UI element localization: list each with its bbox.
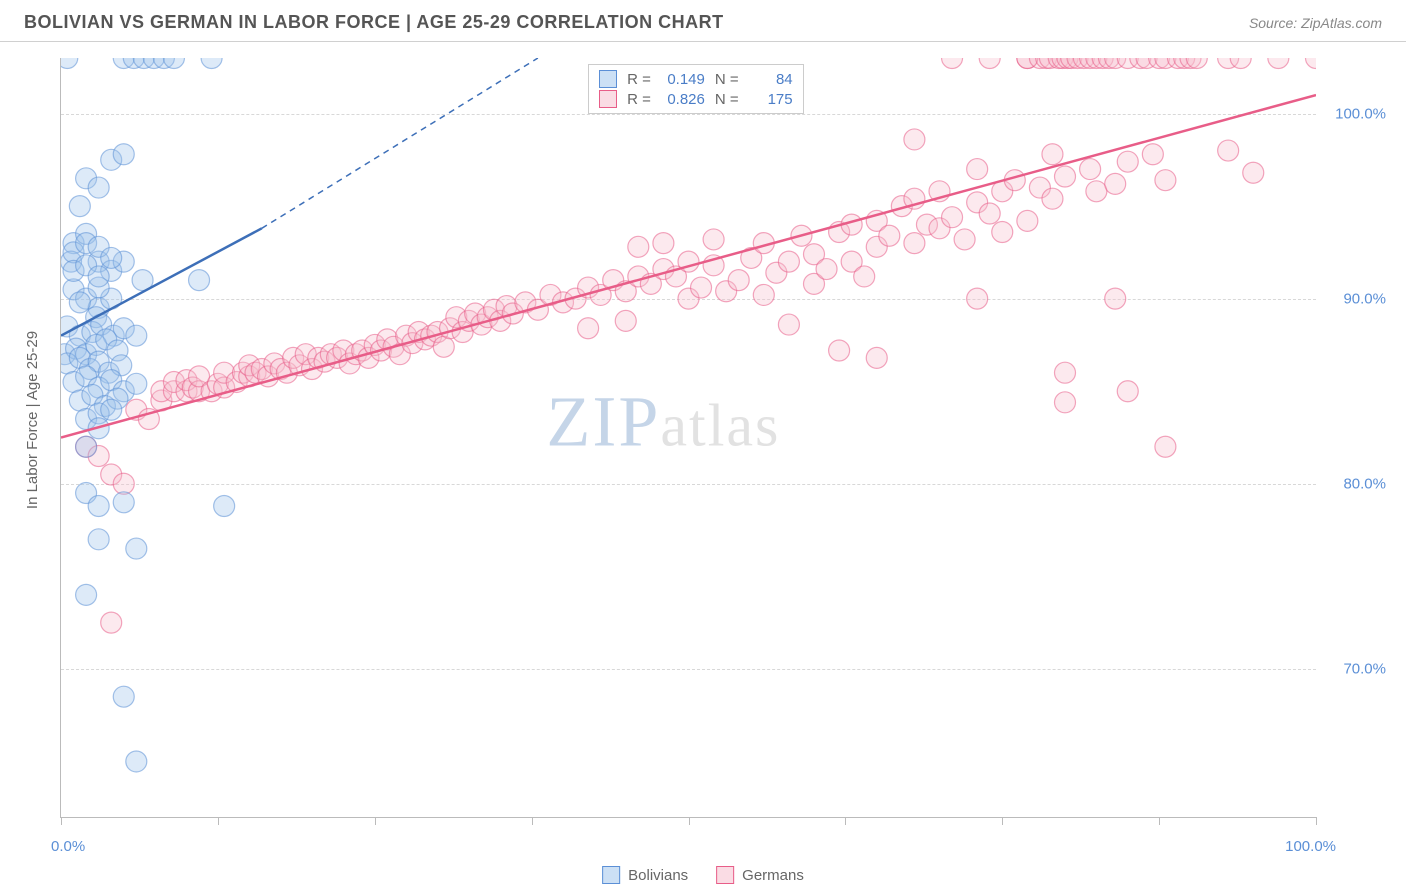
x-tick (845, 817, 846, 825)
chart-area: ZIPatlas R = 0.149 N = 84 R = 0.826 N = … (60, 58, 1316, 818)
chart-title: BOLIVIAN VS GERMAN IN LABOR FORCE | AGE … (24, 12, 724, 33)
x-tick (532, 817, 533, 825)
x-tick (218, 817, 219, 825)
r-value: 0.826 (657, 91, 705, 108)
legend-item-germans: Germans (716, 866, 804, 884)
x-tick (1002, 817, 1003, 825)
legend-label: Germans (742, 867, 804, 884)
x-tick (689, 817, 690, 825)
x-axis-max-label: 100.0% (1285, 838, 1336, 855)
y-tick-label: 90.0% (1343, 290, 1386, 307)
y-axis-title: In Labor Force | Age 25-29 (24, 331, 41, 509)
y-tick-label: 100.0% (1335, 105, 1386, 122)
r-label: R = (627, 91, 651, 108)
x-tick (375, 817, 376, 825)
source-label: Source: ZipAtlas.com (1249, 15, 1382, 31)
x-axis-min-label: 0.0% (51, 838, 85, 855)
n-value: 84 (745, 71, 793, 88)
scatter-plot-svg (61, 58, 1316, 817)
r-label: R = (627, 71, 651, 88)
x-tick (61, 817, 62, 825)
legend-label: Bolivians (628, 867, 688, 884)
legend-stats: R = 0.149 N = 84 R = 0.826 N = 175 (588, 64, 804, 114)
x-tick (1159, 817, 1160, 825)
legend-item-bolivians: Bolivians (602, 866, 688, 884)
legend-swatch-germans (716, 866, 734, 884)
n-label: N = (715, 91, 739, 108)
legend-swatch-germans (599, 90, 617, 108)
n-label: N = (715, 71, 739, 88)
legend-categories: Bolivians Germans (602, 866, 804, 884)
x-tick (1316, 817, 1317, 825)
n-value: 175 (745, 91, 793, 108)
y-tick-label: 80.0% (1343, 475, 1386, 492)
legend-stats-row: R = 0.826 N = 175 (599, 89, 793, 109)
y-tick-label: 70.0% (1343, 660, 1386, 677)
legend-stats-row: R = 0.149 N = 84 (599, 69, 793, 89)
legend-swatch-bolivians (602, 866, 620, 884)
header: BOLIVIAN VS GERMAN IN LABOR FORCE | AGE … (0, 0, 1406, 42)
legend-swatch-bolivians (599, 70, 617, 88)
r-value: 0.149 (657, 71, 705, 88)
